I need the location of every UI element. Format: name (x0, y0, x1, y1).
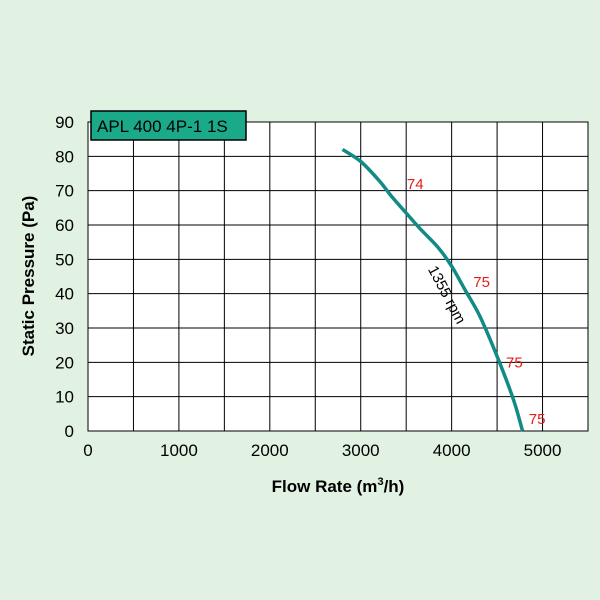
y-tick-label: 40 (55, 285, 74, 304)
y-tick-label: 80 (55, 147, 74, 166)
x-tick-label: 0 (83, 441, 92, 460)
x-axis-title: Flow Rate (m3/h) (272, 476, 405, 496)
y-tick-label: 50 (55, 250, 74, 269)
y-tick-label: 0 (65, 422, 74, 441)
y-tick-label: 20 (55, 353, 74, 372)
noise-level-label: 75 (529, 411, 546, 428)
y-tick-label: 30 (55, 319, 74, 338)
noise-level-label: 75 (506, 354, 523, 371)
series-layer (341, 147, 525, 432)
x-tick-label: 4000 (433, 441, 471, 460)
y-tick-label: 60 (55, 216, 74, 235)
x-tick-label: 5000 (524, 441, 562, 460)
noise-level-label: 74 (407, 176, 424, 193)
y-tick-labels: 0 10 20 30 40 50 60 70 80 90 (55, 113, 74, 441)
series-line (341, 147, 525, 432)
chart-title: APL 400 4P-1 1S (97, 117, 228, 136)
x-axis-title-superscript: 3 (377, 476, 383, 488)
x-tick-labels: 0 1000 2000 3000 4000 5000 (83, 441, 561, 460)
y-tick-label: 10 (55, 388, 74, 407)
plot-border (87, 121, 589, 432)
y-tick-label: 70 (55, 182, 74, 201)
plot-area (88, 122, 588, 431)
y-tick-label: 90 (55, 113, 74, 132)
x-tick-label: 3000 (342, 441, 380, 460)
x-tick-label: 1000 (160, 441, 198, 460)
chart-title-box (90, 110, 247, 141)
noise-level-label: 75 (473, 274, 490, 291)
x-tick-label: 2000 (251, 441, 289, 460)
y-axis-title: Static Pressure (Pa) (19, 196, 38, 357)
